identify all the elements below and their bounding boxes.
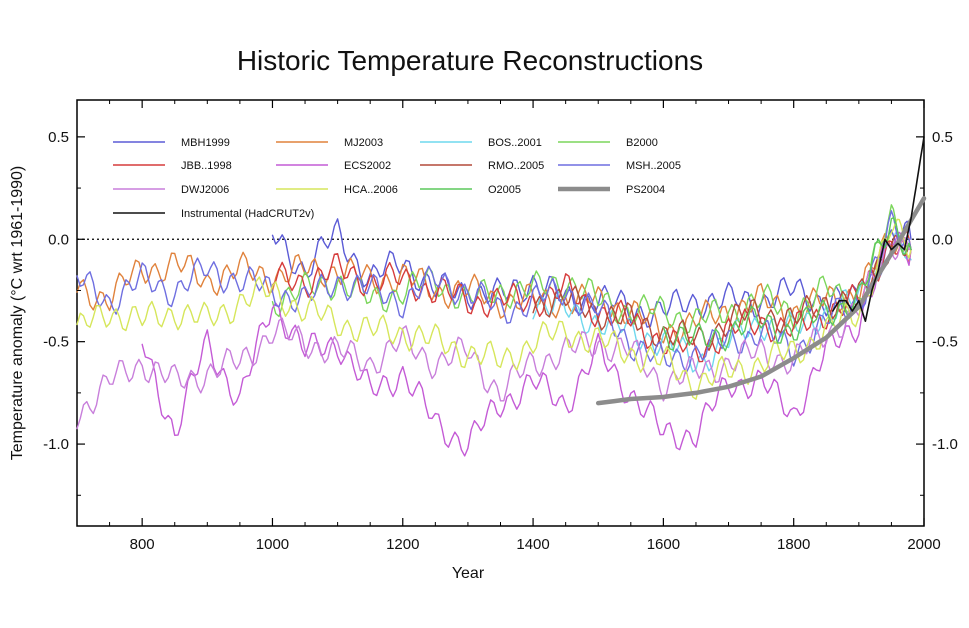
series-layer: [76, 136, 927, 457]
series-line-ps2004: [595, 196, 927, 406]
legend-label-hca-2006: HCA..2006: [344, 184, 398, 196]
series-line-dwj2006: [76, 236, 912, 430]
legend-label-ecs2002: ECS2002: [344, 160, 391, 172]
legend-label-mj2003: MJ2003: [344, 137, 383, 149]
x-tick-label: 1200: [386, 536, 419, 553]
x-tick-label: 1000: [256, 536, 289, 553]
legend-label-ps2004: PS2004: [626, 184, 665, 196]
x-tick-label: 1400: [516, 536, 549, 553]
series-line-msh-2005: [76, 210, 912, 374]
legend-label-msh-2005: MSH..2005: [626, 160, 681, 172]
legend-label-rmo-2005: RMO..2005: [488, 160, 544, 172]
y-axis-label: Temperature anomaly (°C wrt 1961-1990): [9, 166, 26, 461]
chart-title: Historic Temperature Reconstructions: [237, 45, 703, 76]
x-tick-label: 800: [130, 536, 155, 553]
series-line-mj2003: [76, 232, 912, 345]
ticks-layer: 800 1000 1200 1400 1600 1800 2000 0.5 0.5 0.0 0.0 -…: [43, 100, 958, 553]
y-tick-label-left: 0.5: [48, 129, 69, 146]
x-tick-label: 1800: [777, 536, 810, 553]
series-line-bos-2001: [532, 230, 912, 373]
y-tick-label-left: 0.0: [48, 231, 69, 248]
y-tick-label-left: -1.0: [43, 436, 69, 453]
legend-label-b2000: B2000: [626, 137, 658, 149]
legend-label-instrumental-hadcrut2v: Instrumental (HadCRUT2v): [181, 208, 314, 220]
legend-label-jbb-1998: JBB..1998: [181, 160, 232, 172]
y-tick-label-right: 0.5: [932, 129, 953, 146]
legend-label-o2005: O2005: [488, 184, 521, 196]
y-tick-label-left: -0.5: [43, 334, 69, 351]
series-line-hca-2006: [76, 218, 912, 400]
y-tick-label-right: 0.0: [932, 231, 953, 248]
series-line-instrumental-hadcrut2v: [831, 136, 925, 323]
series-line-b2000: [271, 204, 912, 334]
legend-label-bos-2001: BOS..2001: [488, 137, 542, 149]
series-line-ecs2002: [141, 231, 912, 457]
legend-label-dwj2006: DWJ2006: [181, 184, 229, 196]
legend: MBH1999 MJ2003 BOS..2001 B2000 JBB..1998 ECS2…: [113, 137, 681, 220]
y-tick-label-right: -0.5: [932, 334, 958, 351]
x-axis-label: Year: [452, 565, 485, 582]
x-tick-label: 1600: [647, 536, 680, 553]
legend-label-mbh1999: MBH1999: [181, 137, 230, 149]
x-tick-label: 2000: [907, 536, 940, 553]
y-tick-label-right: -1.0: [932, 436, 958, 453]
series-line-o2005: [662, 217, 912, 352]
